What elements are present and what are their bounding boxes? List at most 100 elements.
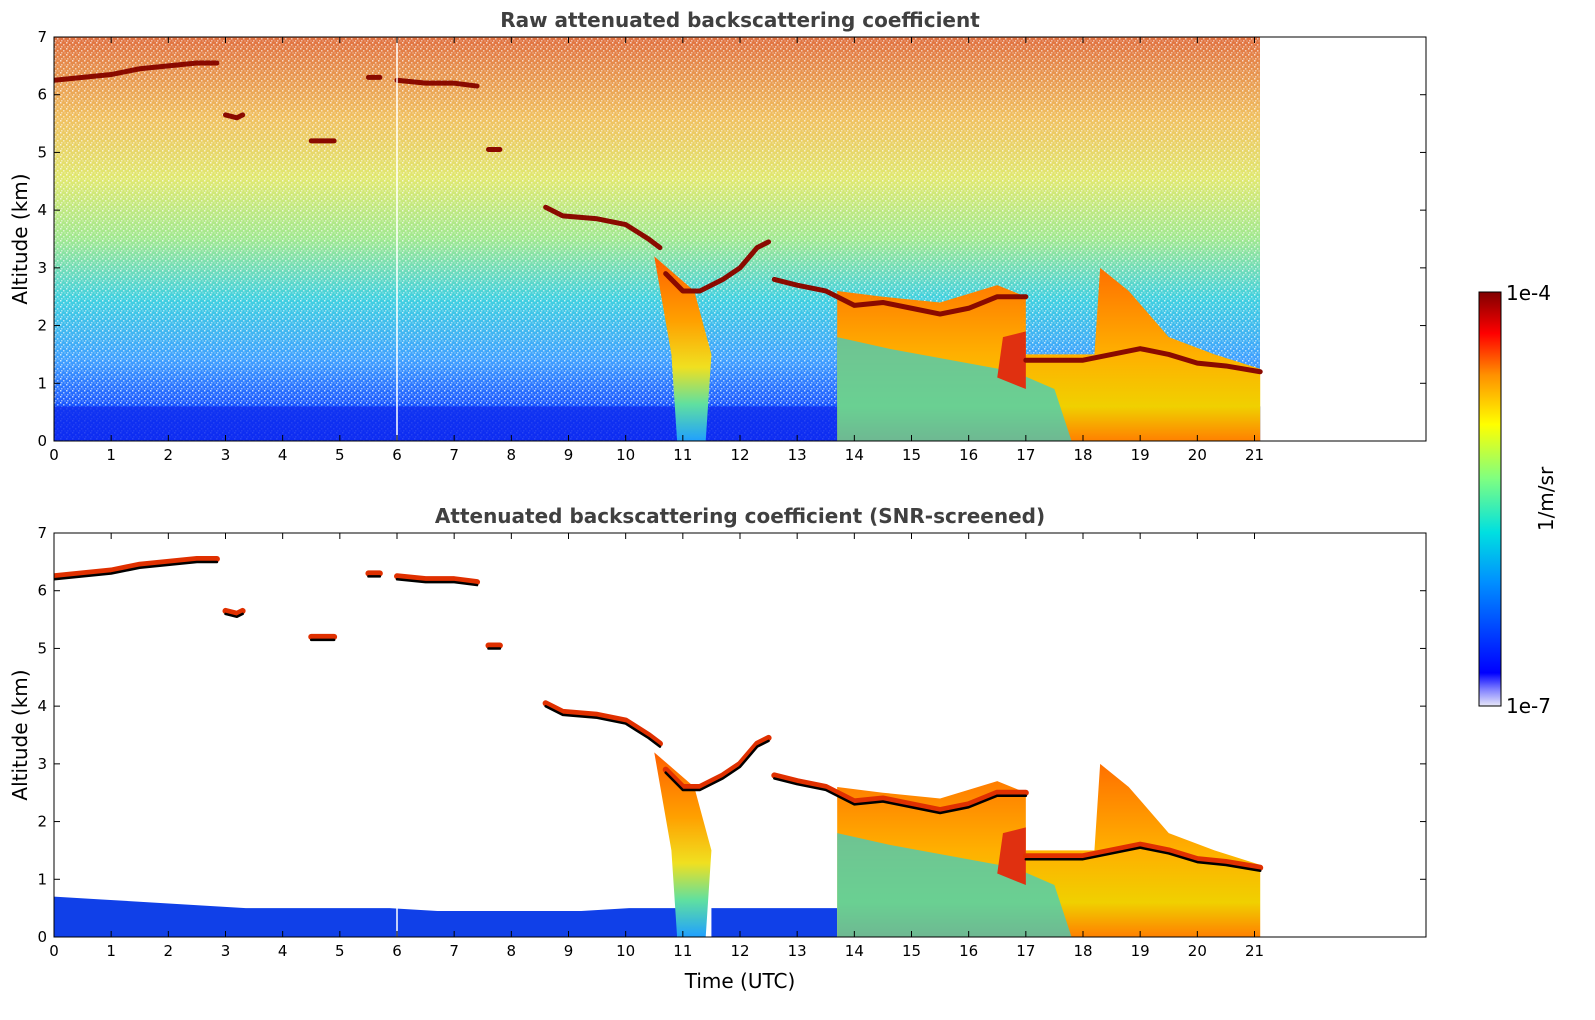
x-tick-label: 12 [730, 942, 749, 960]
raw-backscatter-panel: Raw attenuated backscattering coefficien… [8, 8, 1427, 464]
x-tick-label: 7 [449, 942, 459, 960]
x-tick-label: 13 [788, 446, 807, 464]
x-tick-label: 1 [106, 942, 116, 960]
aerosol-plume [837, 337, 1072, 441]
x-tick-label: 14 [845, 942, 864, 960]
y-tick-label: 1 [37, 374, 47, 392]
y-tick-label: 2 [37, 317, 47, 335]
snr-screened-panel: Attenuated backscattering coefficient (S… [8, 504, 1427, 993]
y-tick-label: 6 [37, 86, 47, 104]
x-tick-label: 4 [278, 942, 288, 960]
cloud-layer [394, 573, 481, 586]
x-tick-label: 6 [392, 942, 402, 960]
x-tick-label: 19 [1131, 942, 1150, 960]
x-tick-label: 21 [1245, 446, 1264, 464]
x-tick-label: 16 [959, 446, 978, 464]
x-tick-label: 2 [164, 942, 174, 960]
x-tick-label: 17 [1016, 446, 1035, 464]
heatmap-field [54, 555, 1264, 937]
y-tick-label: 0 [37, 432, 47, 450]
cloud-layer [543, 204, 663, 251]
aerosol-plume [997, 827, 1026, 886]
x-tick-label: 10 [616, 942, 635, 960]
cloud-layer [663, 239, 772, 294]
x-axis-label: Time (UTC) [684, 969, 796, 993]
y-tick-label: 5 [37, 143, 47, 161]
x-tick-label: 21 [1245, 942, 1264, 960]
aerosol-plume [654, 256, 712, 441]
no-data-region [1260, 37, 1426, 441]
x-tick-label: 8 [507, 942, 517, 960]
x-tick-label: 9 [564, 942, 574, 960]
x-tick-label: 6 [392, 446, 402, 464]
cloud-layer-edge [1024, 846, 1262, 872]
x-tick-label: 15 [902, 446, 921, 464]
cloud-layer [542, 700, 663, 747]
aerosol-plume [997, 331, 1026, 390]
x-tick-label: 14 [845, 446, 864, 464]
x-tick-label: 7 [449, 446, 459, 464]
colorbar-gradient [1478, 291, 1502, 707]
x-tick-label: 18 [1073, 942, 1092, 960]
cloud-layer [394, 77, 480, 89]
colorbar-unit-label: 1/m/sr [1534, 466, 1558, 531]
y-tick-label: 7 [37, 524, 47, 542]
x-tick-label: 9 [564, 446, 574, 464]
x-tick-label: 20 [1188, 446, 1207, 464]
heatmap-field [54, 37, 1426, 441]
y-tick-label: 7 [37, 28, 47, 46]
cloud-layer [1022, 841, 1264, 871]
x-tick-label: 5 [335, 942, 345, 960]
y-tick-label: 2 [37, 813, 47, 831]
cloud-layer-edge [54, 560, 219, 581]
y-tick-label: 6 [37, 582, 47, 600]
cloud-layer [223, 112, 246, 121]
cloud-layer-edge [224, 612, 244, 619]
panel-title: Attenuated backscattering coefficient (S… [435, 504, 1045, 528]
y-tick-label: 3 [37, 755, 47, 773]
x-tick-label: 0 [49, 446, 59, 464]
y-tick-label: 0 [37, 928, 47, 946]
x-tick-label: 4 [278, 446, 288, 464]
x-tick-label: 13 [788, 942, 807, 960]
x-tick-label: 8 [507, 446, 517, 464]
x-tick-label: 3 [221, 446, 231, 464]
y-tick-label: 4 [37, 201, 47, 219]
x-tick-label: 5 [335, 446, 345, 464]
x-tick-label: 3 [221, 942, 231, 960]
x-tick-label: 1 [106, 446, 116, 464]
y-tick-label: 5 [37, 639, 47, 657]
cloud-layer-edge [773, 777, 1028, 815]
y-axis-label: Altitude (km) [8, 173, 32, 304]
y-tick-label: 4 [37, 697, 47, 715]
aerosol-plume [654, 752, 712, 937]
panel-title: Raw attenuated backscattering coefficien… [500, 8, 980, 32]
x-tick-label: 11 [673, 446, 692, 464]
x-tick-label: 2 [164, 446, 174, 464]
x-tick-label: 17 [1016, 942, 1035, 960]
y-axis-label: Altitude (km) [8, 669, 32, 800]
x-tick-label: 16 [959, 942, 978, 960]
cloud-layer [771, 772, 1029, 814]
boundary-layer [54, 896, 678, 937]
x-tick-label: 10 [616, 446, 635, 464]
colorbar: 1e-4 1e-7 1/m/sr [1478, 281, 1558, 718]
aerosol-plume [837, 833, 1072, 937]
cloud-layer [662, 734, 772, 790]
x-tick-label: 11 [673, 942, 692, 960]
cloud-layer-edge [544, 705, 662, 748]
colorbar-max-label: 1e-4 [1506, 281, 1551, 305]
x-tick-label: 0 [49, 942, 59, 960]
cloud-layer-edge [664, 739, 770, 792]
x-tick-label: 18 [1073, 446, 1092, 464]
cloud-layer [1023, 346, 1263, 375]
x-tick-label: 12 [730, 446, 749, 464]
colorbar-min-label: 1e-7 [1506, 694, 1551, 718]
y-tick-label: 3 [37, 259, 47, 277]
boundary-layer [711, 908, 838, 937]
cloud-layer-edge [395, 578, 479, 587]
y-tick-label: 1 [37, 870, 47, 888]
cloud-layer [771, 276, 1029, 317]
x-tick-label: 15 [902, 942, 921, 960]
